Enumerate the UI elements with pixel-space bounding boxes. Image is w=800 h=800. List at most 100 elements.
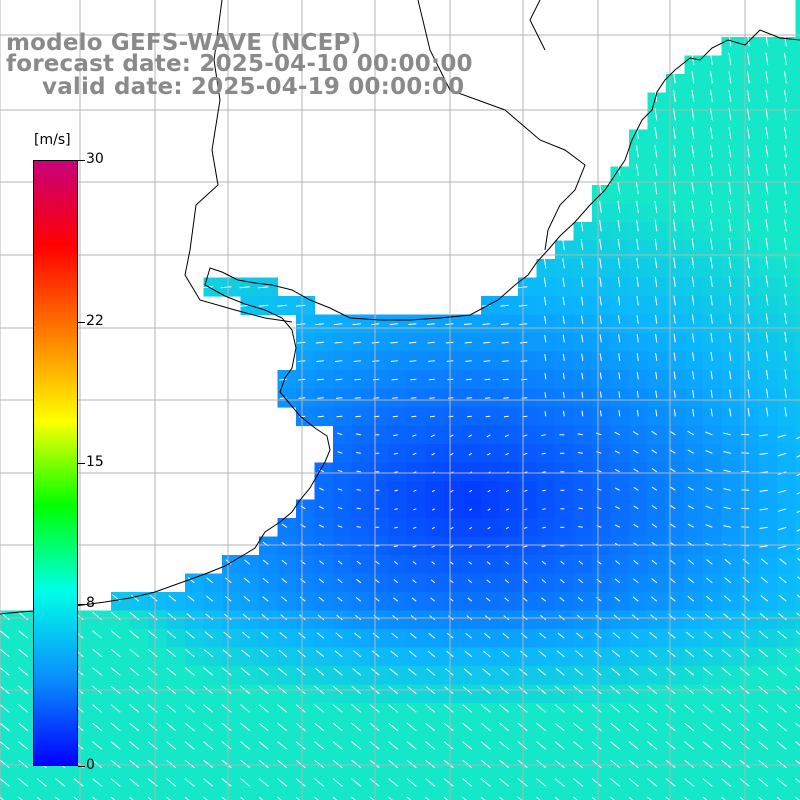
field-cell bbox=[703, 462, 723, 482]
wind-vector bbox=[673, 163, 676, 176]
field-cell bbox=[777, 388, 797, 408]
wind-vector bbox=[722, 631, 732, 639]
field-cell bbox=[795, 777, 800, 797]
wind-vector bbox=[776, 648, 787, 658]
field-cell bbox=[18, 758, 38, 778]
field-cell bbox=[721, 536, 741, 556]
field-cell bbox=[462, 351, 482, 371]
field-cell bbox=[111, 629, 131, 649]
wind-vector bbox=[692, 390, 695, 398]
field-cell bbox=[740, 203, 760, 223]
field-cell bbox=[555, 240, 575, 260]
field-cell bbox=[370, 684, 390, 704]
wind-vector bbox=[389, 668, 399, 676]
field-cell bbox=[259, 647, 279, 667]
field-cell bbox=[222, 610, 242, 630]
field-cell bbox=[684, 629, 704, 649]
field-cell bbox=[573, 222, 593, 242]
wind-vector bbox=[355, 433, 361, 436]
field-cell bbox=[481, 684, 501, 704]
field-cell bbox=[222, 629, 242, 649]
field-cell bbox=[536, 333, 556, 353]
field-cell bbox=[462, 592, 482, 612]
field-cell bbox=[370, 499, 390, 519]
wind-vector bbox=[795, 667, 800, 672]
field-cell bbox=[610, 240, 630, 260]
wind-vector bbox=[665, 796, 671, 800]
wind-vector bbox=[578, 489, 583, 491]
field-cell bbox=[740, 407, 760, 427]
wind-vector bbox=[599, 258, 602, 269]
field-cell bbox=[462, 555, 482, 575]
field-cell bbox=[407, 536, 427, 556]
wind-vector bbox=[480, 722, 491, 732]
field-cell bbox=[721, 74, 741, 94]
wind-vector bbox=[684, 741, 695, 750]
wind-vector bbox=[524, 508, 528, 511]
field-cell bbox=[777, 314, 797, 334]
wind-vector bbox=[673, 257, 676, 269]
field-cell bbox=[666, 166, 686, 186]
wind-vector bbox=[544, 315, 547, 324]
wind-vector bbox=[520, 360, 528, 362]
field-cell bbox=[555, 684, 575, 704]
field-cell bbox=[259, 629, 279, 649]
field-cell bbox=[388, 462, 408, 482]
field-cell bbox=[388, 481, 408, 501]
field-cell bbox=[148, 795, 168, 800]
wind-vector bbox=[578, 507, 583, 510]
wind-vector bbox=[536, 759, 547, 769]
wind-vector bbox=[610, 704, 621, 713]
field-cell bbox=[444, 499, 464, 519]
wind-vector bbox=[223, 631, 232, 639]
field-cell bbox=[407, 647, 427, 667]
field-cell bbox=[536, 573, 556, 593]
field-cell bbox=[444, 481, 464, 501]
colorbar-tick-label: 30 bbox=[86, 151, 104, 167]
wind-vector bbox=[759, 630, 769, 639]
field-cell bbox=[351, 481, 371, 501]
field-cell bbox=[629, 222, 649, 242]
field-cell bbox=[370, 425, 390, 445]
field-cell bbox=[777, 74, 797, 94]
wind-vector bbox=[408, 668, 417, 676]
field-cell bbox=[518, 795, 538, 800]
colorbar-tick-label: 8 bbox=[86, 595, 95, 612]
field-cell bbox=[240, 795, 260, 800]
wind-vector bbox=[425, 704, 436, 713]
wind-vector bbox=[729, 389, 732, 398]
wind-vector bbox=[523, 452, 528, 456]
field-cell bbox=[647, 444, 667, 464]
wind-vector bbox=[388, 778, 399, 787]
wind-vector bbox=[654, 126, 658, 139]
field-cell bbox=[407, 462, 427, 482]
field-cell bbox=[573, 499, 593, 519]
wind-vector bbox=[591, 741, 602, 750]
field-cell bbox=[333, 499, 353, 519]
wind-vector bbox=[617, 219, 621, 232]
wind-vector bbox=[710, 200, 713, 213]
field-cell bbox=[129, 610, 149, 630]
field-cell bbox=[647, 388, 667, 408]
wind-vector bbox=[784, 350, 787, 361]
field-cell bbox=[370, 407, 390, 427]
wind-vector bbox=[705, 468, 713, 473]
field-cell bbox=[536, 740, 556, 760]
wind-vector bbox=[185, 631, 195, 639]
field-cell bbox=[222, 684, 242, 704]
field-cell bbox=[388, 610, 408, 630]
field-cell bbox=[795, 18, 800, 38]
wind-vector bbox=[504, 597, 510, 602]
wind-vector bbox=[765, 34, 769, 47]
field-cell bbox=[721, 296, 741, 316]
field-cell bbox=[758, 185, 778, 205]
wind-vector bbox=[669, 559, 676, 565]
field-cell bbox=[111, 647, 131, 667]
wind-vector bbox=[636, 145, 639, 158]
field-cell bbox=[721, 333, 741, 353]
field-cell bbox=[277, 388, 297, 408]
field-cell bbox=[166, 629, 186, 649]
field-cell bbox=[203, 795, 223, 800]
field-cell bbox=[259, 277, 279, 297]
wind-vector bbox=[373, 397, 380, 399]
